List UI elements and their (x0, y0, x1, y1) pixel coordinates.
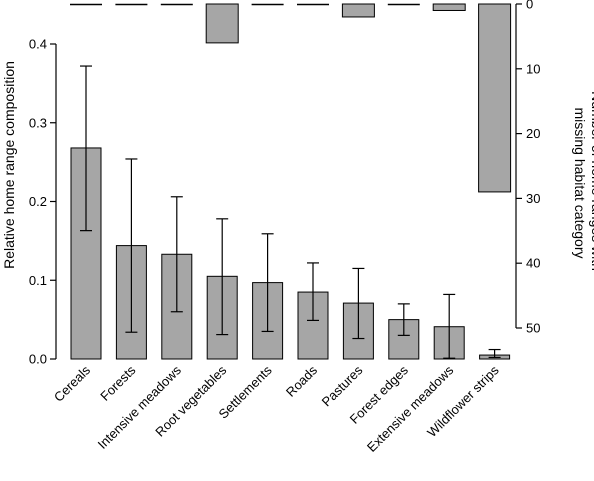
error-bar-1 (125, 158, 138, 333)
left-tick-label-0: 0.0 (29, 352, 47, 367)
error-bar-6 (352, 267, 365, 340)
right-axis: 0 10 20 30 40 50 (515, 0, 540, 336)
left-tick-label-4: 0.4 (29, 37, 47, 52)
error-bar-5 (307, 262, 319, 322)
category-label-0: Cereals (51, 362, 94, 405)
category-label-2: Intensive meadows (95, 362, 185, 452)
composition-bars (70, 147, 511, 360)
right-tick-label-5: 50 (526, 321, 540, 336)
category-label-6: Pastures (319, 362, 366, 409)
right-tick-label-0: 0 (526, 0, 533, 12)
error-bar-2 (170, 196, 183, 313)
error-bar-0 (80, 65, 92, 232)
y2-axis-title: Number of home ranges with missing habit… (572, 91, 594, 275)
error-bars (80, 65, 501, 359)
missing-bar-9 (478, 3, 512, 193)
missing-bar-3 (205, 3, 239, 44)
left-tick-label-1: 0.1 (29, 273, 47, 288)
missing-bar-8 (432, 3, 466, 11)
y2-axis-title-line-1: Number of home ranges with (589, 91, 594, 271)
error-bar-9 (488, 348, 501, 359)
y2-axis-title-line-2: missing habitat category (572, 108, 588, 259)
error-bar-4 (261, 233, 274, 333)
left-tick-label-3: 0.3 (29, 115, 47, 130)
left-axis: 0.0 0.1 0.2 0.3 0.4 (29, 37, 57, 367)
category-label-5: Roads (283, 362, 321, 400)
left-tick-label-2: 0.2 (29, 194, 47, 209)
right-tick-label-3: 30 (526, 191, 540, 206)
error-bar-8 (443, 293, 456, 359)
y-axis-title: Relative home range composition (1, 61, 17, 269)
error-bar-7 (397, 303, 410, 336)
error-bar-3 (216, 218, 229, 336)
missing-category-bars (70, 3, 512, 193)
right-tick-label-4: 40 (526, 256, 540, 271)
right-tick-label-1: 10 (526, 61, 540, 76)
category-label-1: Forests (97, 362, 139, 404)
right-tick-label-2: 20 (526, 126, 540, 141)
category-label-8: Extensive meadows (364, 362, 457, 455)
missing-bar-6 (341, 3, 375, 18)
